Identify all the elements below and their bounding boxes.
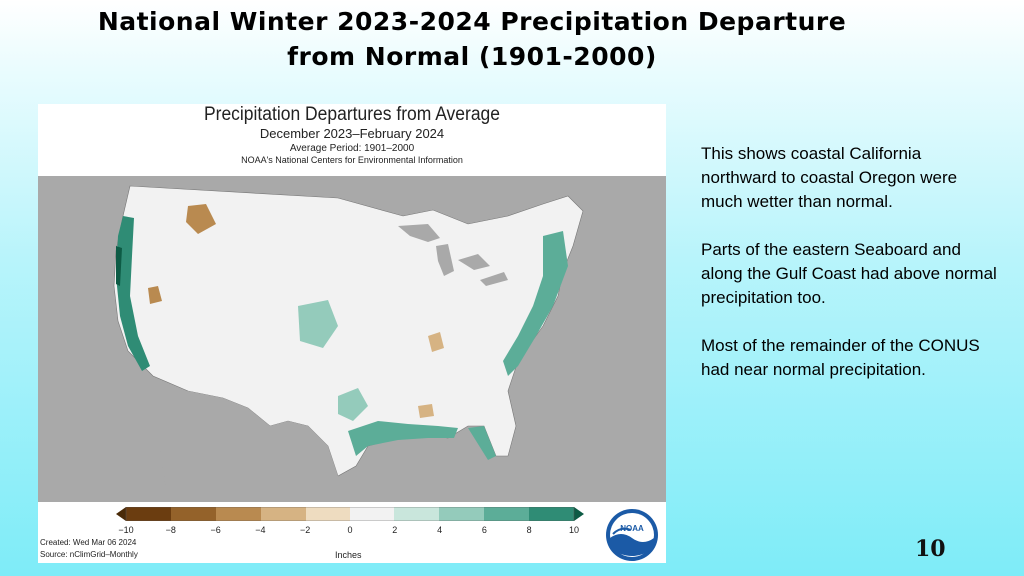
noaa-logo-icon: NOAA xyxy=(606,509,658,561)
slide-title-line-1: National Winter 2023-2024 Precipitation … xyxy=(97,7,847,36)
northwest-dry xyxy=(186,204,216,234)
colorbar-tick-label: −2 xyxy=(300,525,311,535)
slide-title: National Winter 2023-2024 Precipitation … xyxy=(0,4,944,74)
us-map-graphic xyxy=(38,176,666,502)
colorbar-tick-label: 8 xyxy=(526,525,532,535)
page-number: 10 xyxy=(915,536,946,562)
map-subtitle: December 2023–February 2024 xyxy=(259,126,445,141)
note-paragraph-3: Most of the remainder of the CONUS had n… xyxy=(701,336,980,379)
colorbar xyxy=(116,507,584,521)
colorbar-tick-label: 10 xyxy=(568,525,579,535)
colorbar-units: Inches xyxy=(335,550,362,560)
east-coast-wet xyxy=(503,231,568,376)
colorbar-tick-label: −10 xyxy=(118,525,134,535)
note-paragraph-2: Parts of the eastern Seaboard and along … xyxy=(701,240,997,307)
data-source: Source: nClimGrid–Monthly xyxy=(40,550,138,559)
colorbar-tick-label: −8 xyxy=(165,525,176,535)
us-map xyxy=(38,176,666,502)
map-organization: NOAA's National Centers for Environmenta… xyxy=(241,155,463,165)
precipitation-map-panel: Precipitation Departures from Average De… xyxy=(38,104,666,563)
colorbar-tick-label: −6 xyxy=(210,525,221,535)
created-date: Created: Wed Mar 06 2024 xyxy=(40,538,137,547)
colorbar-tick-label: 4 xyxy=(437,525,443,535)
notes-text: This shows coastal California northward … xyxy=(701,142,1001,406)
gulf-coast-wet xyxy=(348,421,458,456)
colorbar-tick-label: 2 xyxy=(392,525,398,535)
colorbar-tick-label: 6 xyxy=(481,525,487,535)
colorbar-tick-label: −4 xyxy=(255,525,266,535)
great-lakes xyxy=(398,224,508,286)
note-paragraph-1: This shows coastal California northward … xyxy=(701,144,958,211)
noaa-logo-text: NOAA xyxy=(620,524,644,533)
west-coast-wet xyxy=(116,216,150,371)
map-title: Precipitation Departures from Average xyxy=(203,104,501,125)
colorbar-tick-label: 0 xyxy=(347,525,353,535)
map-average-period: Average Period: 1901–2000 xyxy=(289,143,415,154)
slide-title-line-2: from Normal (1901-2000) xyxy=(287,42,657,71)
